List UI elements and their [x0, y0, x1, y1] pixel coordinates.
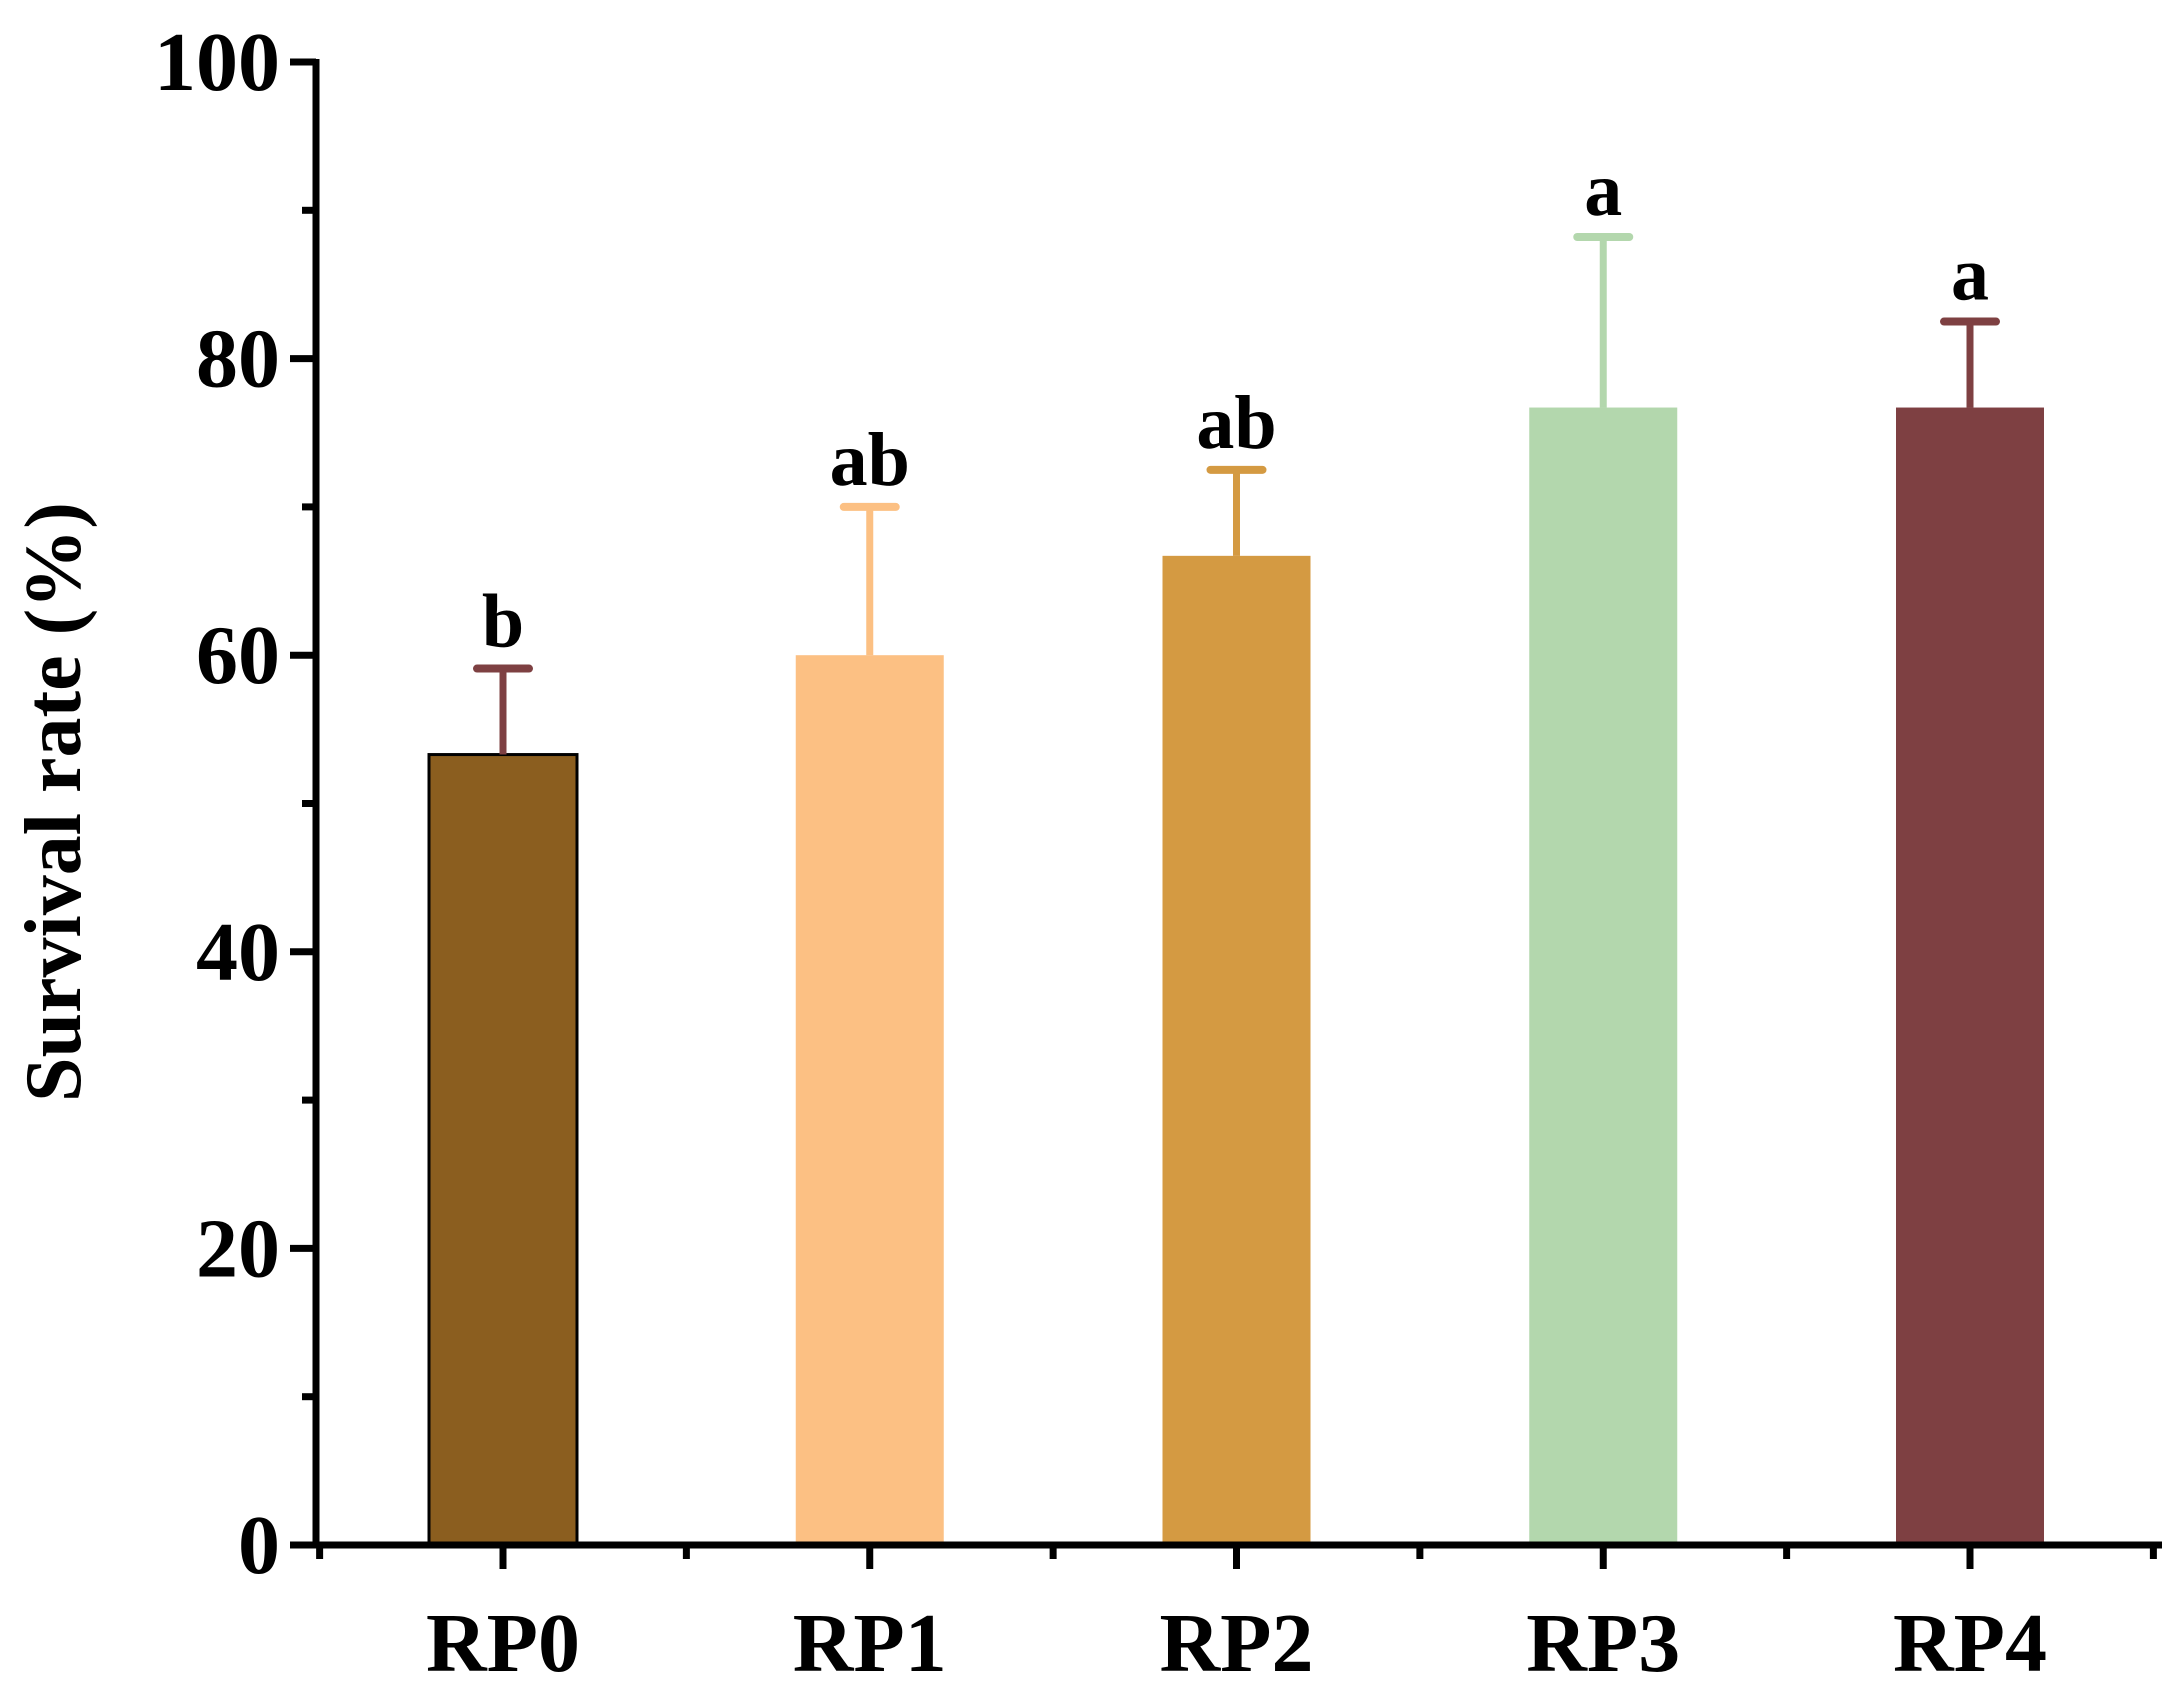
y-tick-label: 60: [196, 609, 280, 702]
y-ticks: 0 20 40 60 80 100: [154, 16, 316, 1592]
bar: [1162, 555, 1311, 1545]
y-tick-label: 40: [196, 906, 280, 999]
significance-letter: a: [1951, 233, 1989, 317]
bars: [427, 407, 2044, 1547]
y-axis-title: Survival rate (%): [10, 502, 98, 1102]
significance-letter: ab: [1196, 381, 1276, 465]
x-category-label: RP0: [426, 1597, 580, 1690]
bar: [1896, 407, 2044, 1545]
x-ticks: RP0 RP1 RP2 RP3 RP4: [316, 1545, 2157, 1690]
plot-area: 0 20 40 60 80 100 RP0 RP1 RP2 RP3 RP4 b ab ab a a: [154, 16, 2162, 1690]
significance-letter: b: [482, 580, 524, 664]
x-category-label: RP3: [1526, 1597, 1680, 1690]
x-category-label: RP2: [1160, 1597, 1314, 1690]
y-tick-label: 0: [238, 1499, 280, 1592]
significance-letter: a: [1584, 148, 1622, 232]
y-tick-label: 20: [196, 1202, 280, 1295]
significance-letter: ab: [830, 418, 910, 502]
y-tick-label: 100: [154, 16, 280, 109]
bar: [795, 655, 944, 1545]
bar: [1529, 407, 1678, 1545]
significance-labels: b ab ab a a: [482, 148, 1989, 664]
x-category-label: RP1: [793, 1597, 947, 1690]
y-tick-label: 80: [196, 313, 280, 406]
bar: [427, 753, 579, 1547]
x-category-label: RP4: [1893, 1597, 2047, 1690]
error-bars: [473, 232, 2000, 755]
